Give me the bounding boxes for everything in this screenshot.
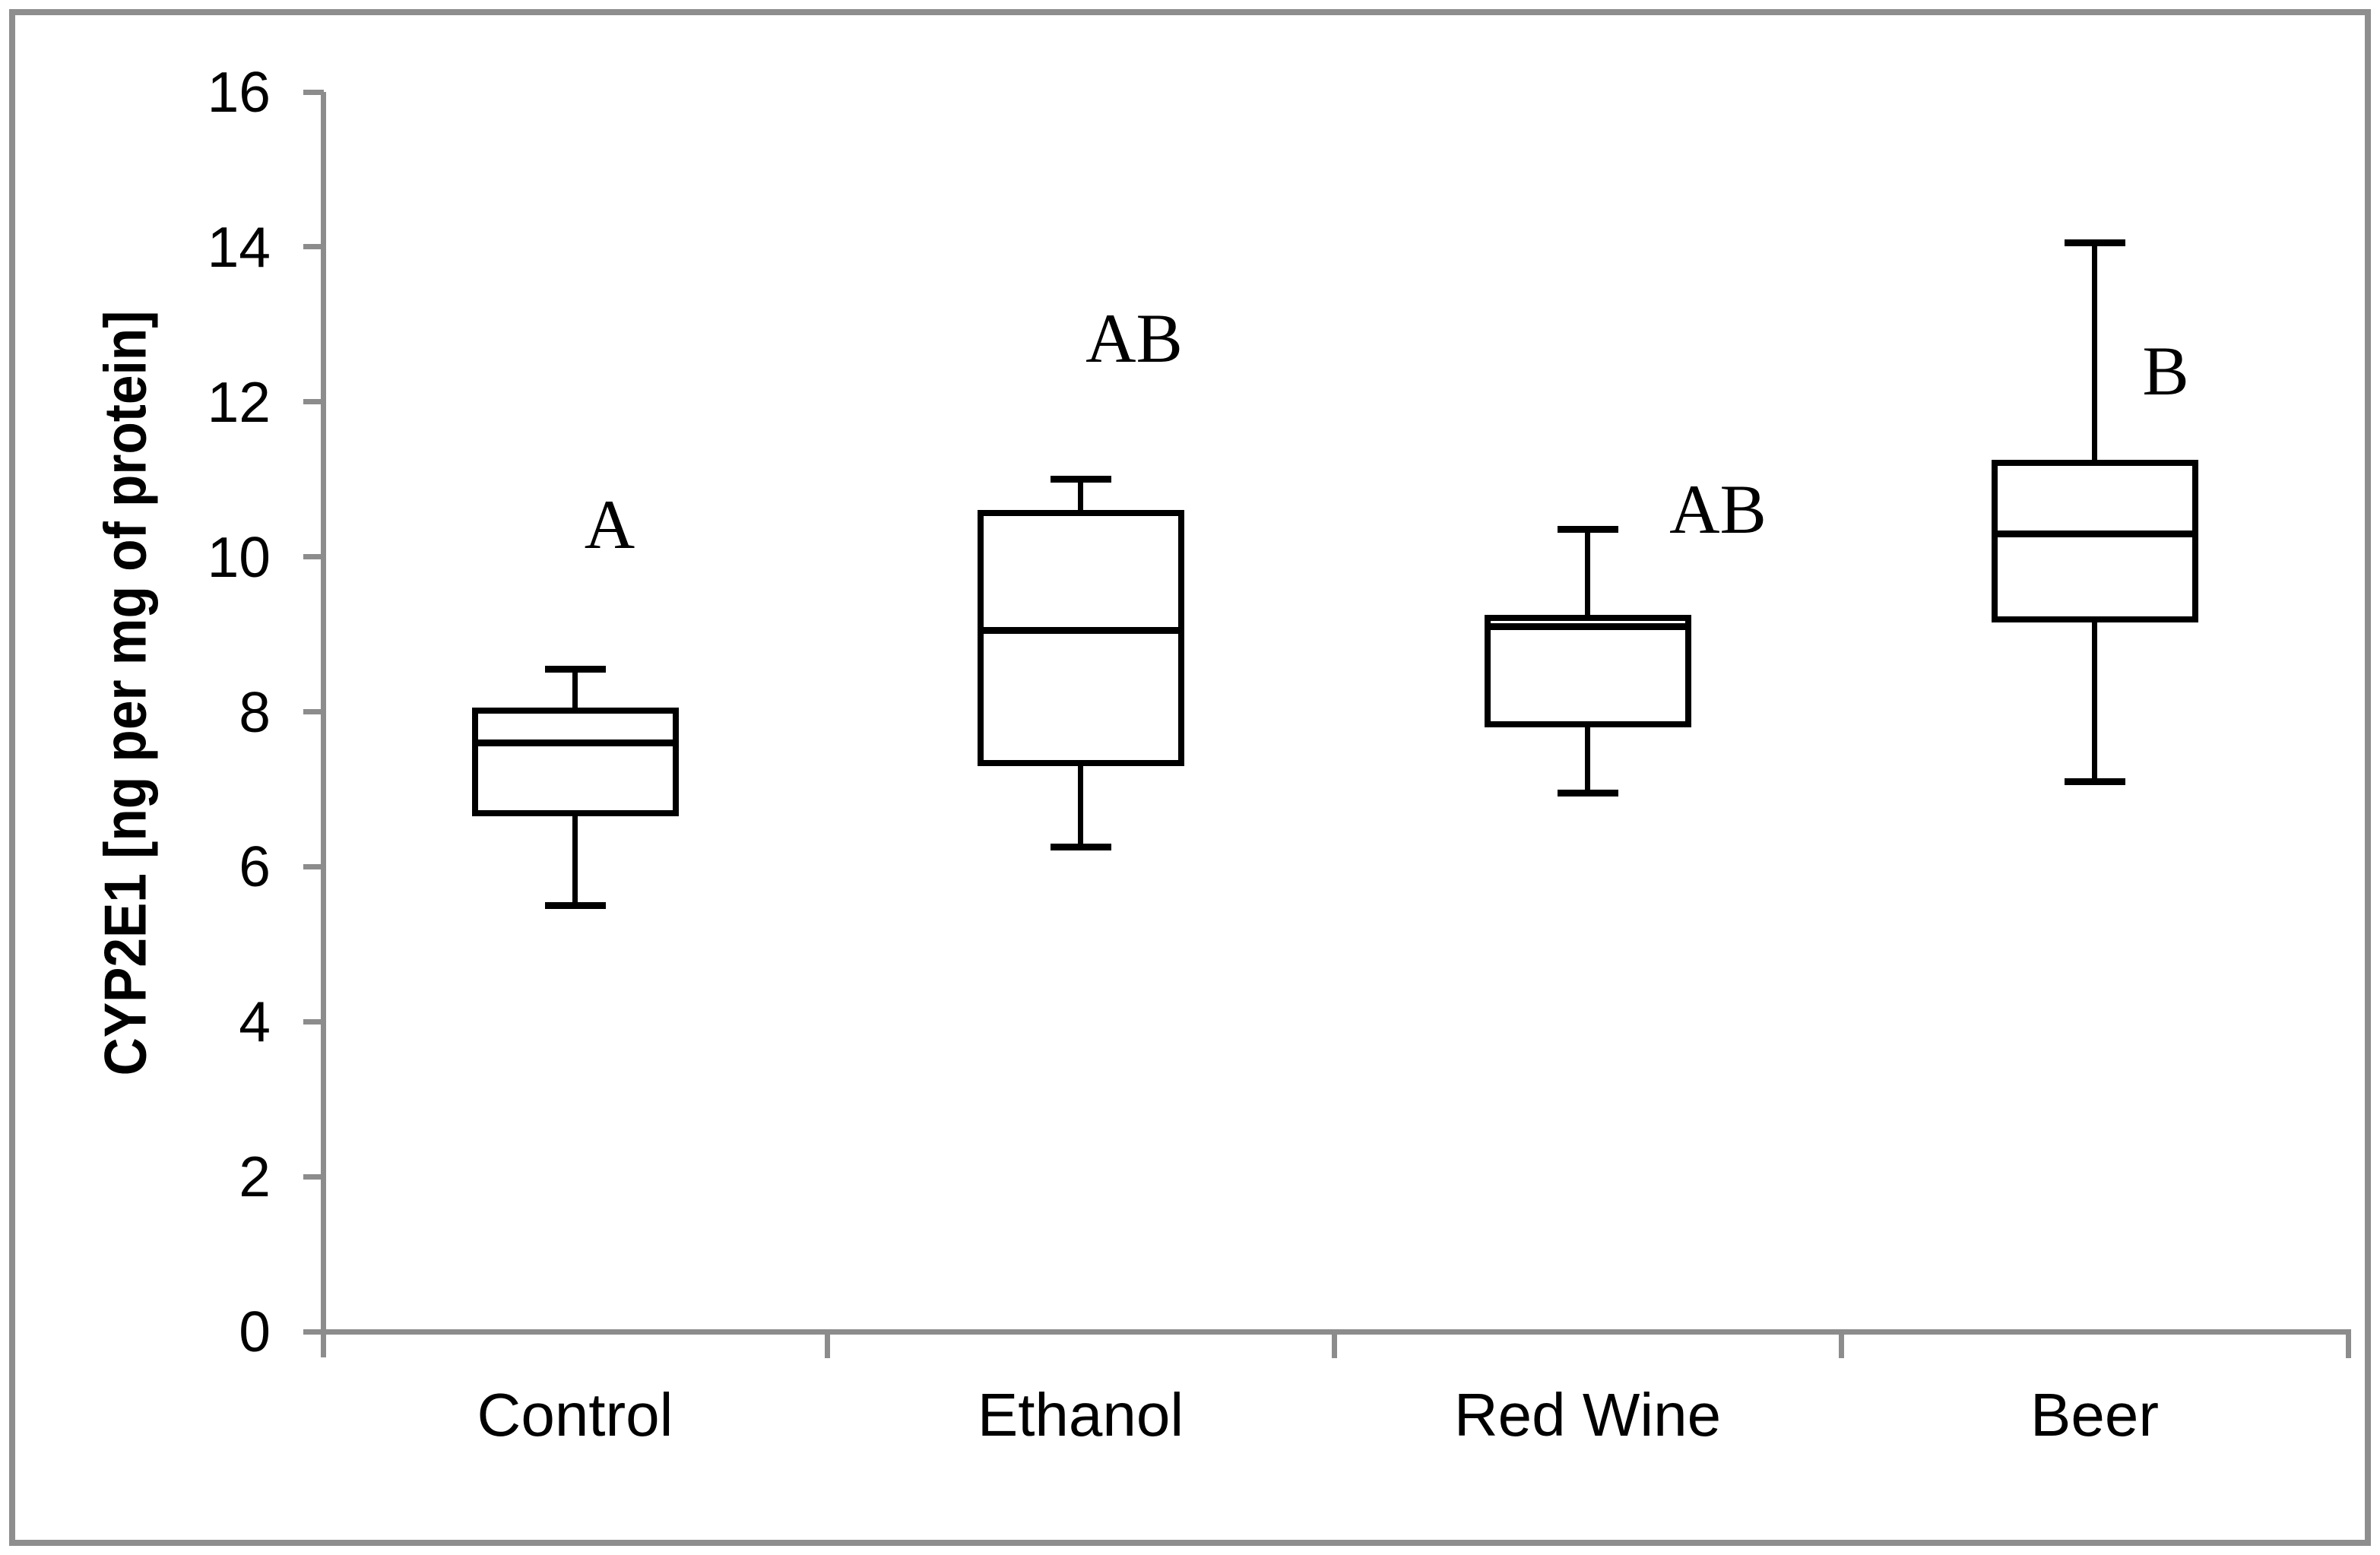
y-tick-mark <box>303 1173 324 1180</box>
x-tick-mark <box>1331 1334 1337 1358</box>
y-tick-mark <box>303 399 324 405</box>
iqr-box <box>977 510 1184 766</box>
significance-letter-ethanol: AB <box>1085 299 1183 377</box>
x-tick-mark <box>824 1334 830 1358</box>
y-tick-label: 12 <box>207 369 271 434</box>
iqr-box <box>1484 615 1691 727</box>
y-tick-label: 0 <box>239 1300 271 1363</box>
whisker-cap-bottom <box>544 901 606 909</box>
x-axis-line <box>320 1329 2351 1335</box>
y-tick-mark <box>303 554 324 560</box>
whisker-cap-bottom <box>2064 778 2125 785</box>
y-tick-label: 6 <box>239 835 271 899</box>
median-line <box>477 739 673 746</box>
median-line <box>1997 530 2192 537</box>
y-tick-mark <box>303 89 324 95</box>
category-label-red-wine: Red Wine <box>1453 1381 1722 1449</box>
y-tick-mark <box>303 1018 324 1025</box>
significance-letter-beer: B <box>2142 332 2189 410</box>
y-tick-label: 8 <box>239 679 271 744</box>
x-tick-mark <box>2345 1334 2351 1358</box>
y-tick-label: 14 <box>207 214 271 279</box>
significance-letter-control: A <box>584 486 635 563</box>
category-label-beer: Beer <box>2030 1381 2159 1449</box>
median-line <box>983 626 1178 634</box>
whisker-cap-top <box>1050 476 1111 483</box>
y-tick-mark <box>303 244 324 250</box>
whisker-cap-bottom <box>1557 790 1618 797</box>
iqr-box <box>1991 460 2198 623</box>
x-tick-mark <box>1838 1334 1844 1358</box>
iqr-box <box>471 708 679 817</box>
y-tick-mark <box>303 863 324 869</box>
whisker-cap-top <box>1557 526 1618 534</box>
y-tick-label: 16 <box>207 60 271 124</box>
significance-letter-red-wine: AB <box>1669 470 1767 548</box>
whisker-cap-top <box>2064 239 2125 247</box>
category-label-control: Control <box>477 1381 673 1449</box>
y-tick-label: 4 <box>239 990 271 1054</box>
y-axis-line <box>320 92 326 1357</box>
median-line <box>1490 622 1685 630</box>
y-tick-mark <box>303 1329 324 1335</box>
category-label-ethanol: Ethanol <box>977 1381 1184 1449</box>
y-tick-label: 2 <box>239 1145 271 1209</box>
y-tick-mark <box>303 709 324 714</box>
y-tick-label: 10 <box>207 524 271 589</box>
whisker-cap-top <box>544 665 606 673</box>
whisker-cap-bottom <box>1050 844 1111 851</box>
figure-border <box>9 9 2371 1546</box>
